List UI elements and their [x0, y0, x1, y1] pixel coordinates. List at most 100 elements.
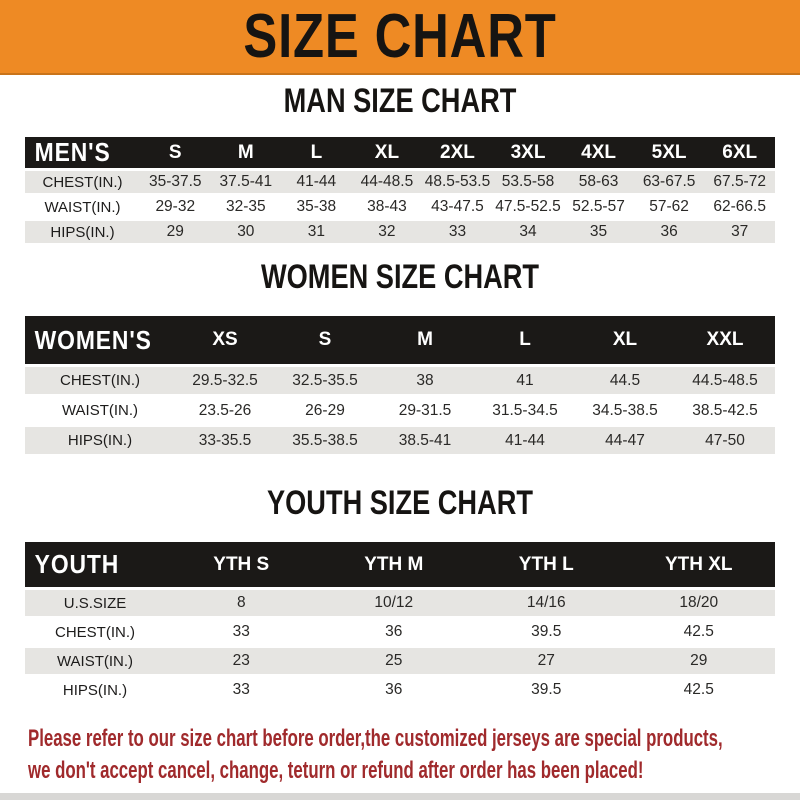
size-cell: 18/20: [622, 590, 775, 616]
youth-size-table: YOUTH YTH S YTH M YTH L YTH XL U.S.SIZE …: [25, 539, 775, 706]
youth-section-heading: YOUTH SIZE CHART: [267, 484, 533, 522]
size-header-cell: XL: [575, 316, 675, 364]
size-cell: 42.5: [622, 619, 775, 645]
size-cell: 32: [351, 221, 423, 243]
row-label: U.S.SIZE: [25, 590, 165, 616]
youth-table-title-cell: YOUTH: [25, 542, 165, 587]
size-header-cell: 3XL: [492, 137, 564, 168]
size-cell: 52.5-57: [563, 196, 634, 218]
size-cell: 58-63: [563, 171, 634, 193]
row-label: WAIST(IN.): [25, 196, 140, 218]
size-cell: 57-62: [633, 196, 705, 218]
size-cell: 44-48.5: [351, 171, 423, 193]
size-cell: 29-32: [140, 196, 211, 218]
size-cell: 41-44: [281, 171, 352, 193]
men-table-title: MEN'S: [34, 137, 111, 167]
size-cell: 39.5: [470, 677, 623, 703]
table-row: U.S.SIZE 8 10/12 14/16 18/20: [25, 590, 775, 616]
table-row: WAIST(IN.) 23 25 27 29: [25, 648, 775, 674]
size-cell: 44.5-48.5: [675, 367, 775, 394]
size-cell: 63-67.5: [633, 171, 705, 193]
size-cell: 35: [563, 221, 634, 243]
size-cell: 38.5-41: [375, 427, 475, 454]
size-cell: 34.5-38.5: [575, 397, 675, 424]
size-cell: 26-29: [275, 397, 375, 424]
table-row: WAIST(IN.) 23.5-26 26-29 29-31.5 31.5-34…: [25, 397, 775, 424]
size-cell: 29-31.5: [375, 397, 475, 424]
size-header-cell: XS: [175, 316, 275, 364]
women-section-heading: WOMEN SIZE CHART: [260, 258, 540, 296]
size-header-cell: 5XL: [633, 137, 705, 168]
size-cell: 29: [140, 221, 211, 243]
size-cell: 41-44: [475, 427, 575, 454]
size-cell: 31.5-34.5: [475, 397, 575, 424]
size-header-cell: 4XL: [563, 137, 634, 168]
size-cell: 31: [281, 221, 352, 243]
table-row: HIPS(IN.) 29 30 31 32 33 34 35 36 37: [25, 221, 775, 243]
footer-note-line1: Please refer to our size chart before or…: [28, 725, 723, 752]
size-header-cell: M: [375, 316, 475, 364]
size-cell: 8: [165, 590, 318, 616]
size-cell: 30: [210, 221, 282, 243]
women-table-title-cell: WOMEN'S: [25, 316, 175, 364]
size-header-cell: M: [210, 137, 282, 168]
size-header-cell: YTH L: [470, 542, 623, 587]
footer-note-line2: we don't accept cancel, change, teturn o…: [28, 757, 644, 784]
size-cell: 38-43: [351, 196, 423, 218]
size-cell: 33-35.5: [175, 427, 275, 454]
size-cell: 36: [317, 619, 470, 645]
women-size-table: WOMEN'S XS S M L XL XXL CHEST(IN.) 29.5-…: [25, 313, 775, 457]
size-header-cell: XXL: [675, 316, 775, 364]
size-cell: 36: [317, 677, 470, 703]
size-cell: 36: [633, 221, 705, 243]
size-cell: 29: [622, 648, 775, 674]
size-cell: 48.5-53.5: [422, 171, 493, 193]
size-header-cell: 6XL: [704, 137, 775, 168]
size-cell: 10/12: [317, 590, 470, 616]
bottom-strip: [0, 793, 800, 800]
size-cell: 37: [704, 221, 775, 243]
size-cell: 44-47: [575, 427, 675, 454]
size-header-cell: YTH M: [317, 542, 470, 587]
table-row: HIPS(IN.) 33-35.5 35.5-38.5 38.5-41 41-4…: [25, 427, 775, 454]
size-cell: 67.5-72: [704, 171, 775, 193]
size-header-cell: S: [275, 316, 375, 364]
size-cell: 33: [422, 221, 493, 243]
size-cell: 27: [470, 648, 623, 674]
size-cell: 41: [475, 367, 575, 394]
banner: SIZE CHART: [0, 0, 800, 75]
row-label: WAIST(IN.): [25, 397, 175, 424]
size-header-cell: S: [140, 137, 211, 168]
men-header-row: MEN'S S M L XL 2XL 3XL 4XL 5XL 6XL: [25, 137, 775, 168]
row-label: WAIST(IN.): [25, 648, 165, 674]
page-title: SIZE CHART: [243, 2, 557, 71]
table-row: WAIST(IN.) 29-32 32-35 35-38 38-43 43-47…: [25, 196, 775, 218]
women-table-title: WOMEN'S: [34, 324, 152, 355]
size-cell: 32.5-35.5: [275, 367, 375, 394]
size-cell: 34: [492, 221, 564, 243]
row-label: HIPS(IN.): [25, 677, 165, 703]
size-header-cell: L: [475, 316, 575, 364]
size-header-cell: L: [281, 137, 352, 168]
women-header-row: WOMEN'S XS S M L XL XXL: [25, 316, 775, 364]
table-row: HIPS(IN.) 33 36 39.5 42.5: [25, 677, 775, 703]
footer-note: Please refer to our size chart before or…: [28, 723, 770, 787]
size-cell: 38.5-42.5: [675, 397, 775, 424]
men-table-title-cell: MEN'S: [25, 137, 140, 168]
size-cell: 35.5-38.5: [275, 427, 375, 454]
row-label: HIPS(IN.): [25, 427, 175, 454]
size-cell: 37.5-41: [210, 171, 282, 193]
table-row: CHEST(IN.) 29.5-32.5 32.5-35.5 38 41 44.…: [25, 367, 775, 394]
row-label: HIPS(IN.): [25, 221, 140, 243]
men-section-heading: MAN SIZE CHART: [283, 82, 517, 120]
size-cell: 33: [165, 677, 318, 703]
size-cell: 23.5-26: [175, 397, 275, 424]
size-cell: 33: [165, 619, 318, 645]
size-cell: 44.5: [575, 367, 675, 394]
size-cell: 38: [375, 367, 475, 394]
men-size-table: MEN'S S M L XL 2XL 3XL 4XL 5XL 6XL CHEST…: [25, 134, 775, 246]
size-header-cell: XL: [351, 137, 423, 168]
size-cell: 23: [165, 648, 318, 674]
table-row: CHEST(IN.) 35-37.5 37.5-41 41-44 44-48.5…: [25, 171, 775, 193]
size-cell: 42.5: [622, 677, 775, 703]
